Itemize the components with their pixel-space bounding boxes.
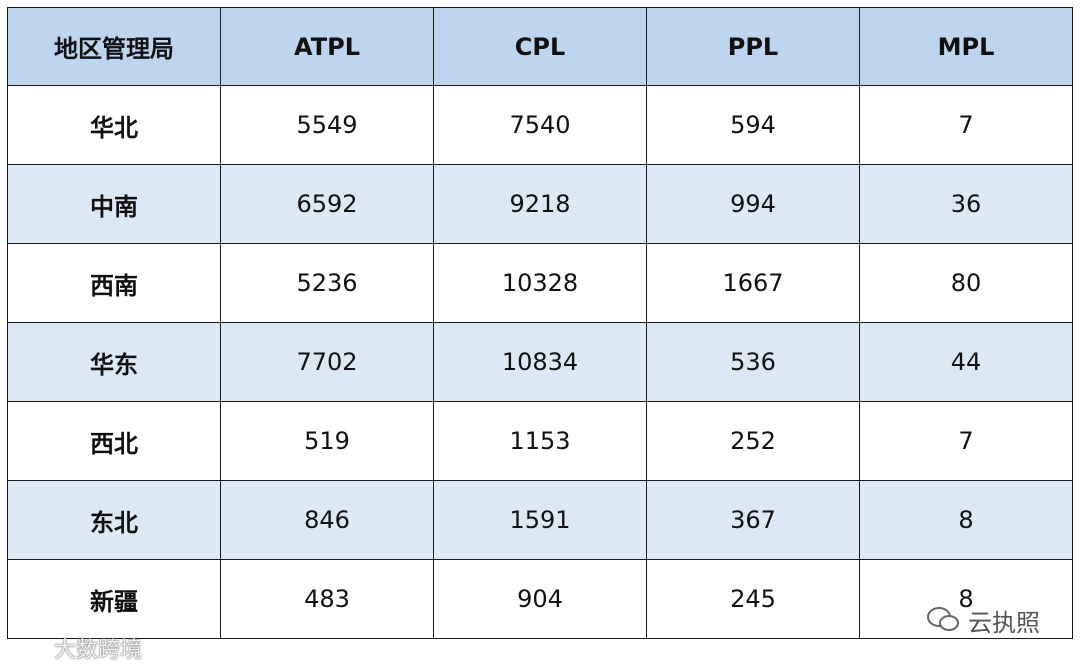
cell: 9218 (433, 164, 647, 244)
cell: 5236 (220, 243, 434, 323)
header-cell: ATPL (220, 7, 434, 86)
header-cell: MPL (859, 7, 1073, 86)
header-cell: CPL (433, 7, 647, 86)
cell: 1591 (433, 480, 647, 560)
cell: 846 (220, 480, 434, 560)
cell: 44 (859, 322, 1073, 402)
cell: 594 (646, 85, 860, 165)
row-label: 华东 (7, 322, 221, 402)
cell: 1667 (646, 243, 860, 323)
table-row: 华东 7702 10834 536 44 (7, 322, 1073, 402)
cell: 7702 (220, 322, 434, 402)
cell: 367 (646, 480, 860, 560)
cell: 80 (859, 243, 1073, 323)
table-container: 地区管理局 ATPL CPL PPL MPL 华北 5549 7540 594 7 中南 6592 9… (7, 7, 1073, 639)
row-label: 新疆 (7, 559, 221, 639)
table-body: 华北 5549 7540 594 7 中南 6592 9218 994 36 西南 5236 10328… (7, 85, 1073, 639)
row-label: 西北 (7, 401, 221, 481)
cell: 7 (859, 401, 1073, 481)
wechat-icon (927, 607, 959, 631)
cell: 483 (220, 559, 434, 639)
cell: 252 (646, 401, 860, 481)
row-label: 中南 (7, 164, 221, 244)
watermark: 云执照 (968, 609, 1040, 637)
cell: 5549 (220, 85, 434, 165)
row-label: 华北 (7, 85, 221, 165)
header-row: 地区管理局 ATPL CPL PPL MPL (7, 7, 1073, 86)
watermark: 大数跨境 (54, 638, 143, 663)
cell: 6592 (220, 164, 434, 244)
cell: 519 (220, 401, 434, 481)
table-row: 中南 6592 9218 994 36 (7, 164, 1073, 244)
data-table: 地区管理局 ATPL CPL PPL MPL 华北 5549 7540 594 7 中南 6592 9… (7, 7, 1073, 639)
cell: 10328 (433, 243, 647, 323)
table-row: 新疆 483 904 245 8 (7, 559, 1073, 639)
cell: 245 (646, 559, 860, 639)
table-row: 华北 5549 7540 594 7 (7, 85, 1073, 165)
row-label: 东北 (7, 480, 221, 560)
cell: 36 (859, 164, 1073, 244)
cell: 7 (859, 85, 1073, 165)
cell: 994 (646, 164, 860, 244)
cell: 8 (859, 559, 1073, 639)
table-row: 西南 5236 10328 1667 80 (7, 243, 1073, 323)
cell: 10834 (433, 322, 647, 402)
cell: 7540 (433, 85, 647, 165)
header-cell: PPL (646, 7, 860, 86)
header-cell: 地区管理局 (7, 7, 221, 86)
table-row: 西北 519 1153 252 7 (7, 401, 1073, 481)
table-row: 东北 846 1591 367 8 (7, 480, 1073, 560)
cell: 536 (646, 322, 860, 402)
cell: 904 (433, 559, 647, 639)
cell: 1153 (433, 401, 647, 481)
cell: 8 (859, 480, 1073, 560)
row-label: 西南 (7, 243, 221, 323)
